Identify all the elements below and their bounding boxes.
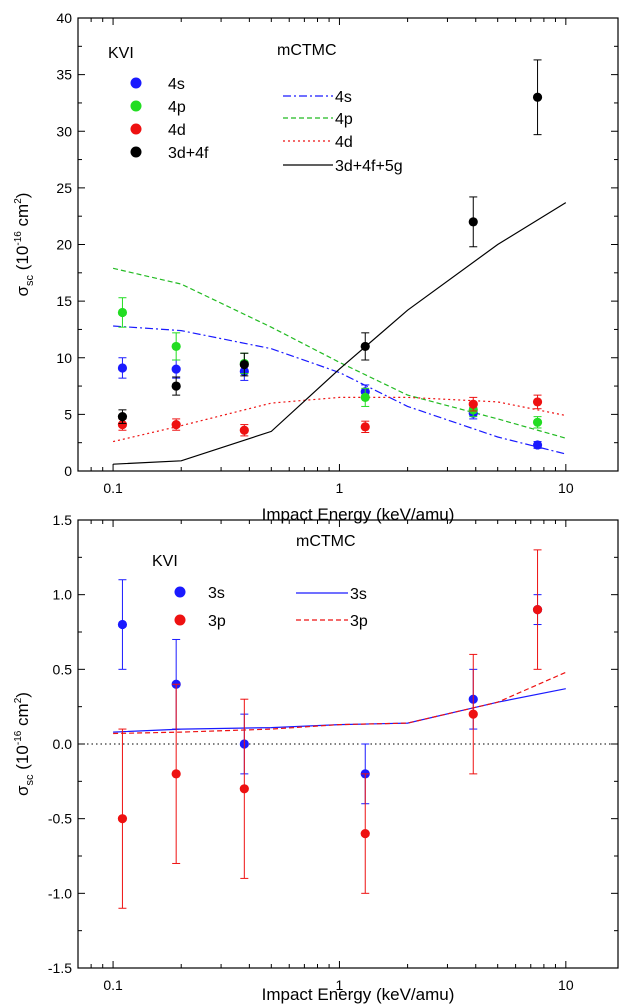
- y-axis-label-part: -16: [13, 231, 24, 246]
- legend-title-theory: mCTMC: [296, 533, 356, 550]
- y-tick-label: 35: [56, 67, 72, 83]
- legend-marker-4p: [130, 100, 142, 112]
- data-point-4p: [532, 417, 543, 427]
- y-axis-label-part: 2: [13, 697, 24, 703]
- y-axis-label-part: ): [13, 193, 32, 199]
- x-axis-label: Impact Energy (keV/amu): [262, 505, 455, 524]
- data-point-3p: [117, 814, 128, 824]
- legend-label-experiment: 3p: [208, 613, 226, 630]
- y-axis-label-part: ): [13, 692, 32, 698]
- data-point-3d+4f: [360, 341, 370, 352]
- y-tick-label: 20: [56, 237, 72, 253]
- data-point-4p: [117, 307, 128, 318]
- chart-panel-top: 0.1 1 10 0 5 10 15 20 25 30 35 40 Impact Energy (keV…: [13, 10, 619, 524]
- y-axis-label-part: -16: [13, 730, 24, 745]
- data-point-4p: [360, 392, 370, 402]
- y-axis-label-part: cm: [13, 703, 32, 730]
- legend-label-theory: 3p: [350, 613, 368, 630]
- legend-label-experiment: 4s: [168, 76, 185, 93]
- data-point-3d+4f: [532, 92, 543, 102]
- data-point-3d+4f: [171, 381, 181, 391]
- x-tick-label: 0.1: [103, 977, 123, 993]
- y-axis-label-part: σ: [13, 285, 32, 296]
- y-axis-label-part: cm: [13, 204, 32, 231]
- theory-curve-3d+4f+5g: [113, 202, 567, 465]
- legend-label-theory: 4p: [335, 111, 353, 128]
- data-point-4s: [532, 440, 543, 450]
- data-point-4d: [171, 419, 181, 430]
- y-axis-label-part: 2: [13, 198, 24, 204]
- x-tick-label: 1: [336, 977, 344, 993]
- x-tick-label: 10: [558, 977, 574, 993]
- data-point-3p: [468, 709, 478, 719]
- x-tick-label: 1: [336, 480, 344, 496]
- legend-title-theory: mCTMC: [277, 42, 337, 59]
- y-tick-label: 10: [56, 350, 72, 366]
- legend-title-experiment: KVI: [152, 553, 178, 570]
- theory-curve-4s: [113, 325, 566, 455]
- legend-marker-3d+4f: [130, 146, 142, 158]
- y-tick-label: 30: [56, 123, 72, 139]
- y-tick-label: 15: [56, 293, 72, 309]
- legend-label-experiment: 4p: [168, 99, 186, 116]
- x-axis-label: Impact Energy (keV/amu): [262, 985, 455, 1004]
- legend-marker-3p: [174, 614, 186, 626]
- data-point-4d: [532, 397, 543, 407]
- chart-panel-bottom: 0.1 1 10 -1.5 -1.0 -0.5 0.0 0.5 1.0 1.5 Impact Ene…: [13, 512, 619, 1004]
- y-axis-label-part: (10: [13, 745, 32, 774]
- y-tick-label: -1.5: [48, 960, 72, 976]
- y-axis-label-part: (10: [13, 246, 32, 275]
- data-point-3p: [171, 769, 181, 779]
- data-point-3p: [532, 605, 543, 615]
- data-point-4d: [117, 419, 128, 430]
- legend-marker-4d: [130, 123, 142, 135]
- theory-curve-3p: [113, 671, 567, 735]
- legend-marker-3s: [174, 586, 186, 598]
- y-axis-label-part: sc: [24, 274, 36, 286]
- data-point-4d: [468, 399, 478, 409]
- legend-label-theory: 3s: [350, 586, 367, 603]
- legend-label-experiment: 3d+4f: [168, 145, 209, 162]
- legend-label-theory: 4s: [335, 89, 352, 106]
- data-point-3d+4f: [239, 359, 249, 370]
- y-axis-label-part: sc: [24, 774, 36, 786]
- theory-curve-4p: [112, 267, 566, 439]
- y-tick-label: -1.0: [48, 885, 72, 901]
- y-tick-label: 0: [64, 463, 72, 479]
- data-point-4s: [117, 363, 128, 373]
- data-point-4p: [171, 341, 181, 352]
- y-tick-label: 40: [56, 10, 72, 26]
- x-tick-label: 10: [558, 480, 574, 496]
- legend-label-experiment: 4d: [168, 122, 186, 139]
- data-point-3p: [239, 784, 249, 794]
- y-tick-label: 25: [56, 180, 72, 196]
- data-point-4d: [239, 425, 249, 435]
- theory-curve-3s: [113, 688, 566, 733]
- y-axis-label-part: σ: [13, 785, 32, 796]
- data-point-3p: [360, 829, 370, 839]
- y-tick-label: 0.5: [53, 661, 73, 677]
- y-tick-label: 1.0: [53, 587, 73, 603]
- y-axis-label: σsc (10-16 cm2): [13, 193, 36, 297]
- data-point-4s: [171, 364, 181, 374]
- legend-label-theory: 3d+4f+5g: [335, 158, 403, 175]
- x-tick-label: 0.1: [103, 480, 123, 496]
- y-tick-label: 0.0: [53, 736, 73, 752]
- data-point-3d+4f: [117, 412, 128, 422]
- y-tick-label: 5: [64, 406, 72, 422]
- legend-title-experiment: KVI: [108, 45, 134, 62]
- y-tick-label: -0.5: [48, 811, 72, 827]
- data-point-3d+4f: [468, 217, 478, 227]
- legend-label-experiment: 3s: [208, 585, 225, 602]
- legend-marker-4s: [130, 77, 142, 89]
- y-axis-label: σsc (10-16 cm2): [13, 692, 36, 796]
- legend-label-theory: 4d: [335, 134, 353, 151]
- data-point-4d: [360, 422, 370, 432]
- y-tick-label: 1.5: [53, 512, 73, 528]
- theory-curve-4d: [112, 396, 566, 443]
- data-point-3s: [117, 619, 128, 630]
